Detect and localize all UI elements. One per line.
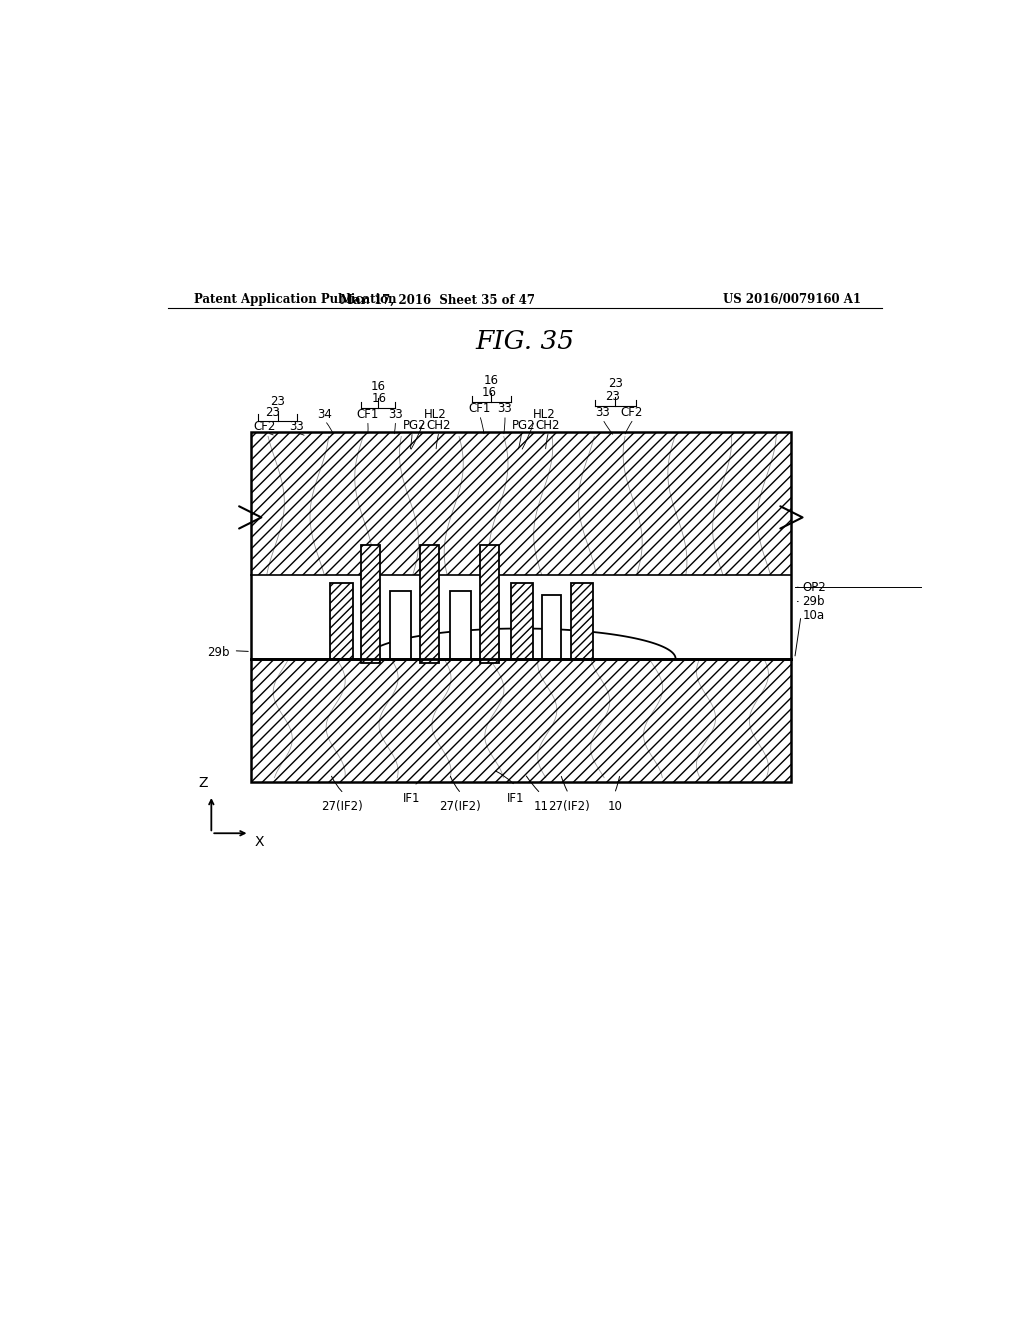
Text: 23: 23: [608, 378, 623, 391]
Text: PG2: PG2: [511, 418, 535, 432]
Bar: [251, 433, 791, 781]
Bar: [331, 583, 352, 659]
Text: OP2: OP2: [803, 581, 826, 594]
Text: Patent Application Publication: Patent Application Publication: [194, 293, 396, 306]
Text: HL2: HL2: [532, 408, 555, 421]
Text: US 2016/0079160 A1: US 2016/0079160 A1: [723, 293, 861, 306]
Text: CF1: CF1: [356, 408, 379, 421]
Polygon shape: [367, 628, 676, 659]
Text: 27(IF2): 27(IF2): [322, 800, 364, 813]
Text: 33: 33: [388, 408, 402, 421]
Text: PG2: PG2: [402, 418, 426, 432]
Text: HL2: HL2: [424, 408, 446, 421]
Bar: [451, 591, 471, 659]
Text: 16: 16: [484, 375, 499, 387]
Text: 16: 16: [372, 392, 386, 405]
Bar: [251, 433, 791, 781]
Text: 10: 10: [608, 800, 623, 813]
Text: CF2: CF2: [621, 407, 643, 420]
Bar: [360, 545, 380, 663]
Bar: [251, 576, 791, 659]
Text: Z: Z: [199, 776, 208, 791]
Text: 33: 33: [290, 421, 304, 433]
Text: X: X: [254, 834, 264, 849]
Text: IF1: IF1: [507, 792, 524, 805]
Text: 23: 23: [269, 395, 285, 408]
Text: 23: 23: [604, 391, 620, 404]
Text: CF1: CF1: [468, 403, 490, 416]
Text: FIG. 35: FIG. 35: [475, 329, 574, 354]
Bar: [390, 591, 411, 659]
Text: 27(IF2): 27(IF2): [439, 800, 480, 813]
Text: 27(IF2): 27(IF2): [549, 800, 590, 813]
Text: CH2: CH2: [427, 418, 452, 432]
Bar: [570, 583, 593, 659]
Text: 33: 33: [595, 407, 610, 420]
Bar: [480, 545, 500, 663]
Text: Mar. 17, 2016  Sheet 35 of 47: Mar. 17, 2016 Sheet 35 of 47: [340, 293, 535, 306]
Bar: [511, 583, 532, 659]
Bar: [360, 545, 380, 663]
Text: 34: 34: [317, 408, 332, 421]
Bar: [480, 545, 500, 663]
Bar: [420, 545, 439, 663]
Text: 33: 33: [497, 403, 512, 416]
Bar: [511, 583, 532, 659]
Text: CF2: CF2: [253, 421, 275, 433]
Bar: [251, 433, 791, 659]
Text: 10a: 10a: [803, 610, 824, 622]
Text: 16: 16: [371, 380, 385, 393]
Bar: [543, 595, 561, 659]
Bar: [570, 583, 593, 659]
Bar: [420, 545, 439, 663]
Text: 23: 23: [265, 407, 280, 420]
Text: 11: 11: [534, 800, 548, 813]
Bar: [251, 659, 791, 781]
Text: 29b: 29b: [803, 595, 825, 609]
Text: 16: 16: [481, 387, 497, 400]
Text: CH2: CH2: [536, 418, 560, 432]
Bar: [331, 583, 352, 659]
Text: 29b: 29b: [207, 645, 229, 659]
Text: IF1: IF1: [403, 792, 421, 805]
